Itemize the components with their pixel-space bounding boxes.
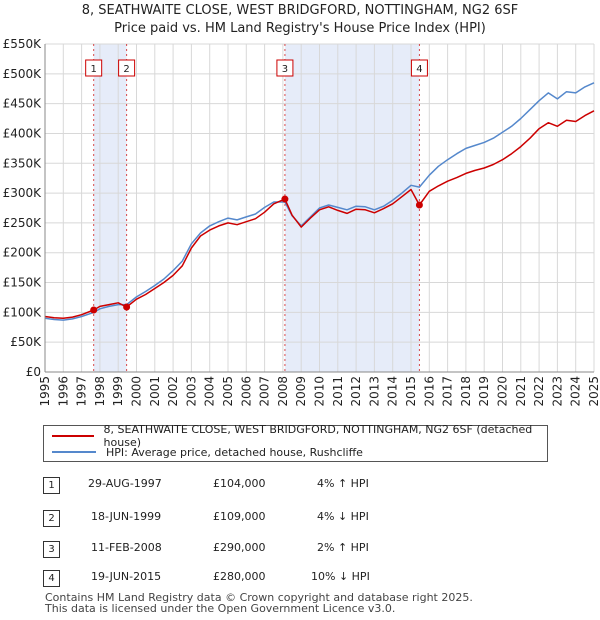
x-tick-label: 2011 [331, 376, 345, 407]
x-tick-label: 2022 [532, 376, 546, 407]
transaction-row: 1 29-AUG-1997 £104,000 4% ↑ HPI [40, 474, 600, 494]
x-tick-label: 2004 [203, 376, 217, 407]
x-tick-label: 2009 [294, 376, 308, 407]
transaction-price: £109,000 [213, 510, 266, 523]
price-series-line [44, 110, 595, 320]
x-tick-label: 1996 [56, 376, 70, 407]
transaction-badge: 2 [43, 510, 60, 527]
x-tick-label: 2020 [496, 376, 510, 407]
hpi-series-line [44, 82, 595, 321]
chart-title: 8, SEATHWAITE CLOSE, WEST BRIDGFORD, NOT… [81, 3, 519, 18]
x-tick-label: 2012 [349, 376, 363, 407]
y-tick-label: £200K [3, 246, 43, 260]
transaction-badge: 3 [43, 541, 60, 558]
legend-label-hpi: HPI: Average price, detached house, Rush… [106, 445, 363, 459]
y-tick-label: £0 [26, 365, 41, 379]
y-tick-label: £500K [3, 67, 43, 81]
transaction-date: 18-JUN-1999 [91, 510, 162, 523]
footer-copyright: Contains HM Land Registry data © Crown c… [45, 591, 473, 604]
chart-subtitle: Price paid vs. HM Land Registry's House … [114, 21, 486, 36]
price-chart: 1 2 3 4 £0 £50K £100K £150K £200K £250K £300K £350K… [3, 37, 600, 407]
y-tick-label: £150K [3, 276, 43, 290]
sale-point [415, 201, 423, 209]
x-tick-label: 2007 [258, 376, 272, 407]
y-tick-label: £250K [3, 216, 43, 230]
legend-swatch-price [52, 435, 94, 437]
sale-marker-label: 1 [90, 64, 96, 75]
x-tick-label: 2016 [422, 376, 436, 407]
y-tick-label: £100K [3, 305, 43, 319]
transaction-price: £104,000 [213, 477, 266, 490]
x-tick-label: 1998 [93, 376, 107, 407]
y-tick-label: £50K [10, 335, 42, 349]
transaction-date: 19-JUN-2015 [91, 570, 162, 583]
sale-marker-label: 2 [123, 64, 129, 75]
transaction-hpi: 2% ↑ HPI [317, 541, 369, 554]
y-tick-label: £400K [3, 126, 43, 140]
x-tick-label: 2010 [313, 376, 327, 407]
x-tick-label: 2017 [441, 376, 455, 407]
legend: 8, SEATHWAITE CLOSE, WEST BRIDGFORD, NOT… [43, 423, 548, 462]
transaction-badge: 4 [43, 570, 60, 587]
sale-marker-label: 4 [416, 64, 422, 75]
legend-swatch-hpi [52, 451, 96, 453]
x-tick-label: 2005 [221, 376, 235, 407]
legend-item-price: 8, SEATHWAITE CLOSE, WEST BRIDGFORD, NOT… [52, 423, 547, 449]
shaded-region [93, 44, 127, 372]
x-tick-label: 2001 [148, 376, 162, 407]
legend-label-price: 8, SEATHWAITE CLOSE, WEST BRIDGFORD, NOT… [103, 423, 533, 449]
sale-marker-box [85, 59, 103, 77]
transaction-date: 29-AUG-1997 [88, 477, 162, 490]
transaction-price: £280,000 [213, 570, 266, 583]
footer-licence: This data is licensed under the Open Gov… [45, 602, 396, 615]
x-tick-label: 2019 [477, 376, 491, 407]
x-tick-label: 2003 [184, 376, 198, 407]
x-tick-label: 2024 [569, 376, 583, 407]
transaction-row: 4 19-JUN-2015 £280,000 10% ↓ HPI [40, 567, 600, 587]
x-tick-label: 2018 [459, 376, 473, 407]
x-tick-label: 2015 [404, 376, 418, 407]
transaction-row: 3 11-FEB-2008 £290,000 2% ↑ HPI [40, 538, 600, 558]
x-tick-label: 2000 [130, 376, 144, 407]
x-tick-label: 1999 [111, 376, 125, 407]
sale-point [281, 195, 289, 203]
y-tick-label: £450K [3, 97, 43, 111]
x-tick-label: 2023 [550, 376, 564, 407]
x-tick-label: 2021 [514, 376, 528, 407]
legend-item-hpi: HPI: Average price, detached house, Rush… [52, 444, 363, 460]
sale-point [123, 303, 131, 311]
x-tick-label: 2002 [166, 376, 180, 407]
sale-marker-label: 3 [282, 64, 288, 75]
x-tick-label: 2014 [386, 376, 400, 407]
sale-point [90, 306, 98, 314]
y-tick-label: £300K [3, 186, 43, 200]
y-tick-label: £550K [3, 37, 43, 51]
x-tick-label: 2025 [587, 376, 600, 407]
transaction-price: £290,000 [213, 541, 266, 554]
transaction-badge: 1 [43, 477, 60, 494]
transaction-date: 11-FEB-2008 [91, 541, 162, 554]
x-tick-label: 2006 [239, 376, 253, 407]
x-tick-label: 2013 [367, 376, 381, 407]
x-tick-label: 1995 [38, 376, 52, 407]
y-tick-label: £350K [3, 156, 43, 170]
transaction-hpi: 4% ↓ HPI [317, 510, 369, 523]
transaction-row: 2 18-JUN-1999 £109,000 4% ↓ HPI [40, 507, 600, 527]
sale-marker-box [118, 59, 136, 77]
transaction-hpi: 10% ↓ HPI [311, 570, 370, 583]
sale-marker-box [276, 59, 294, 77]
x-tick-label: 2008 [276, 376, 290, 407]
transaction-hpi: 4% ↑ HPI [317, 477, 369, 490]
x-tick-label: 1997 [75, 376, 89, 407]
sale-marker-box [410, 59, 428, 77]
